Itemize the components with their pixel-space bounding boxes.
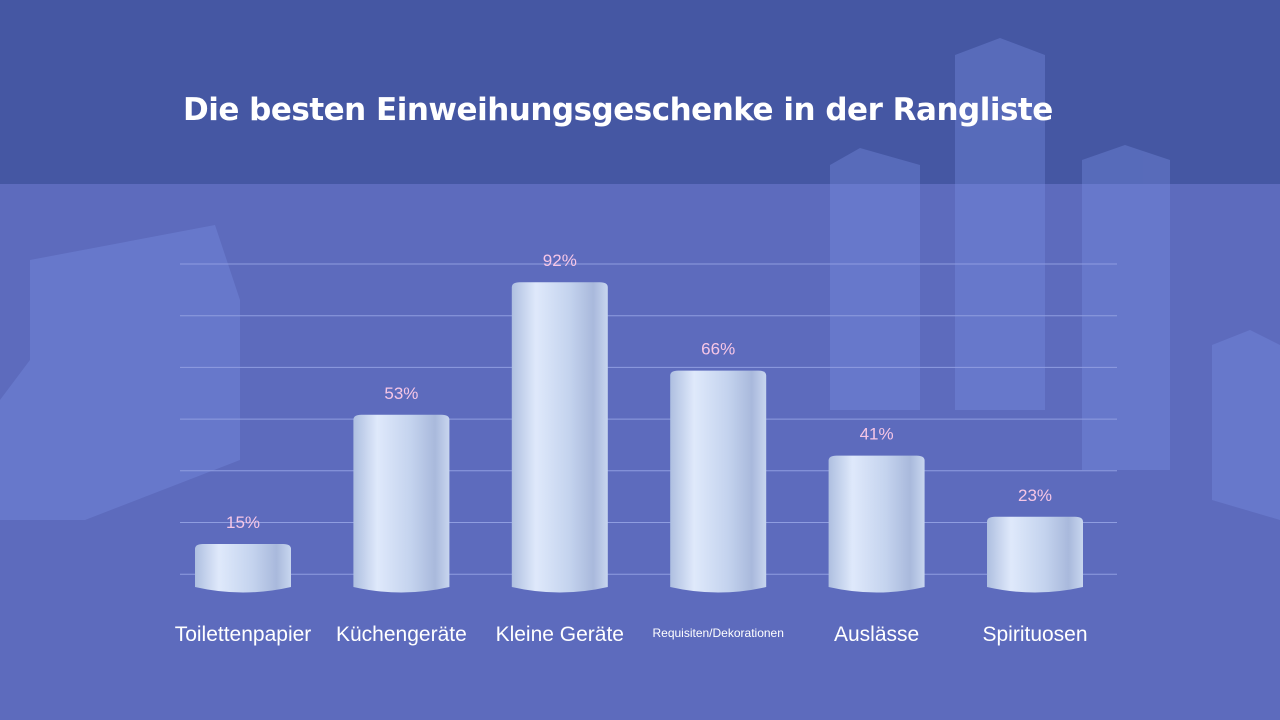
bar [511,282,608,593]
category-label: Kleine Geräte [496,623,624,646]
header-band [0,0,1280,184]
chart-title: Die besten Einweihungsgeschenke in der R… [183,92,1053,128]
data-label: 15% [226,513,260,532]
bar [670,370,767,593]
category-label: Küchengeräte [336,623,467,646]
bar [353,414,450,593]
category-label: Auslässe [834,623,919,646]
category-label: Toilettenpapier [175,623,312,646]
data-label: 66% [701,340,735,359]
data-label: 53% [384,384,418,403]
data-label: 92% [543,251,577,270]
category-label: Requisiten/Dekorationen [652,626,783,640]
bar [987,516,1083,593]
bar [828,455,925,593]
data-label: 41% [860,425,894,444]
data-label: 23% [1018,486,1052,505]
bar [195,544,291,593]
category-label: Spirituosen [982,623,1087,646]
